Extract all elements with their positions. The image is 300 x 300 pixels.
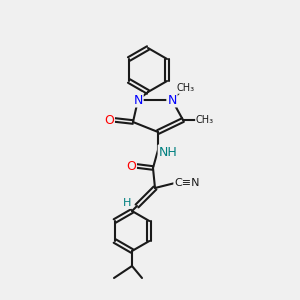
Text: H: H [123, 198, 131, 208]
Text: O: O [104, 113, 114, 127]
Text: CH₃: CH₃ [196, 115, 214, 125]
Text: N: N [167, 94, 177, 106]
Text: C≡N: C≡N [174, 178, 200, 188]
Text: N: N [133, 94, 143, 106]
Text: O: O [126, 160, 136, 172]
Text: CH₃: CH₃ [177, 83, 195, 93]
Text: NH: NH [159, 146, 177, 158]
